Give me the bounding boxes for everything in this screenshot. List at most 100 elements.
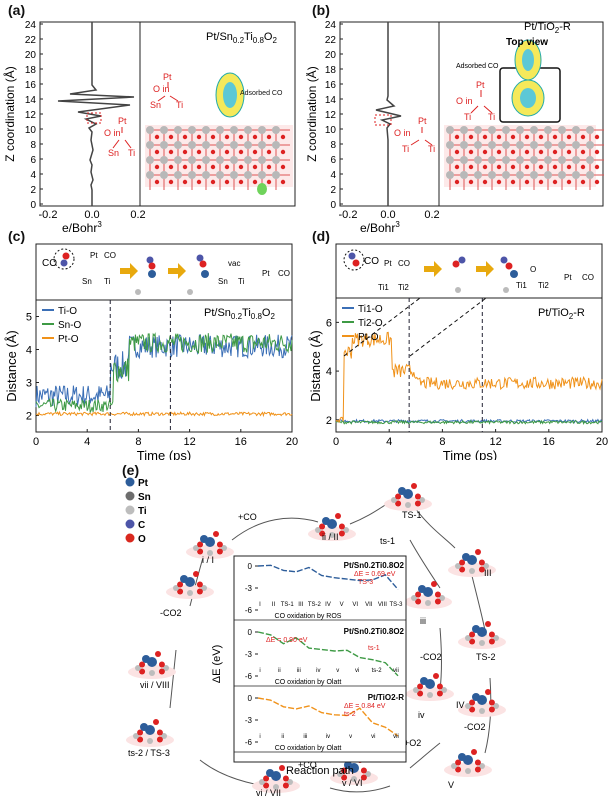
ti-atom (188, 141, 196, 149)
panel-e-energy-profiles: 0-3-6I II TS-1 III TS-2 IV V VI VII VIII TS-3Pt/Sn… (234, 561, 406, 753)
panel-c-schematic-labels: CO Pt CO Sn Ti vac Sn Ti Pt CO (42, 251, 290, 286)
ytick-label: 4 (26, 345, 32, 357)
ti-atom (544, 156, 552, 164)
o-atom (210, 149, 216, 155)
ti-atom (216, 171, 224, 179)
svg-text:Ti: Ti (104, 277, 111, 286)
o-atom (280, 179, 286, 185)
svg-text:Pt: Pt (262, 269, 270, 278)
ti-atom (216, 126, 224, 134)
o-atom (196, 149, 202, 155)
ti-atom (502, 126, 510, 134)
ti-atom (160, 141, 168, 149)
o-atom (580, 179, 586, 185)
ti-atom (502, 171, 510, 179)
panel-b-xlabel: e/Bohr3 (360, 220, 400, 232)
ti-atom (544, 126, 552, 134)
ti-atom (502, 156, 510, 164)
xtick-label: 20 (596, 436, 608, 448)
ytick-label: 5 (26, 312, 32, 324)
ti-atom (474, 171, 482, 179)
legend-label: Pt-O (358, 332, 379, 343)
xtick-label: 8 (439, 436, 445, 448)
xtick-label: 12 (489, 436, 501, 448)
ti-atom (146, 156, 154, 164)
svg-text:-0.2: -0.2 (39, 209, 58, 221)
o-atom (238, 134, 244, 140)
ti-atom (174, 156, 182, 164)
legend-label: Sn-O (58, 320, 82, 331)
ti-atom (202, 141, 210, 149)
energy-caption: CO oxidation by Olatt (275, 745, 342, 752)
energy-profile-2: 0-3-6i ii iii iv v vi ts-2 viiPt/Sn0.2Ti0.8O2ΔE… (234, 627, 406, 687)
energy-ts-label: ts-1 (368, 645, 380, 652)
ytick-label: 24 (325, 20, 337, 31)
energy-ytick: -6 (245, 606, 253, 615)
series-line-Pt-O (35, 410, 293, 418)
ti-atom (516, 156, 524, 164)
panel-c-legend: Ti-O Sn-O Pt-O (42, 306, 82, 345)
ytick-label: 3 (26, 378, 32, 390)
state-label: i (259, 668, 260, 674)
svg-text:Ti: Ti (176, 100, 183, 110)
o-atom (266, 149, 272, 155)
o-atom (538, 134, 544, 140)
ti-atom (244, 126, 252, 134)
o-atom (552, 164, 558, 170)
ti-atom (488, 141, 496, 149)
state-label: VIII (378, 602, 387, 608)
o-atom (154, 134, 160, 140)
svg-text:CO: CO (278, 269, 290, 278)
energy-curve (257, 697, 399, 737)
svg-text:ts-2 / TS-3: ts-2 / TS-3 (128, 748, 170, 758)
series-line-Pt-O (335, 331, 603, 424)
o-atom (594, 149, 600, 155)
o-atom (594, 179, 600, 185)
ytick-label: 22 (325, 35, 337, 46)
ti-atom (188, 126, 196, 134)
ytick-label: 2 (30, 185, 36, 196)
energy-caption: CO oxidation by ROS (275, 613, 342, 620)
o-atom (552, 179, 558, 185)
energy-barrier: ΔE = 0.90 eV (266, 637, 308, 644)
o-atom (510, 179, 516, 185)
svg-text:iv: iv (418, 710, 425, 720)
cluster-structure (308, 513, 356, 541)
cluster-structure (128, 651, 176, 679)
xtick-label: 4 (386, 436, 392, 448)
ti-atom (446, 156, 454, 164)
svg-text:CO: CO (364, 256, 379, 267)
state-label: i (259, 734, 260, 740)
cluster-structure (404, 581, 452, 609)
ytick-label: 16 (325, 80, 337, 91)
o-atom (566, 134, 572, 140)
ti-atom (174, 171, 182, 179)
state-label: ts-2 (372, 668, 383, 674)
energy-barrier: ΔE = 0.84 eV (344, 703, 386, 710)
o-atom (524, 149, 530, 155)
ti-atom (230, 126, 238, 134)
svg-text:CO: CO (104, 251, 116, 260)
xtick-label: 12 (183, 436, 195, 448)
svg-text:Ti: Ti (238, 277, 245, 286)
o-atom (538, 164, 544, 170)
svg-text:+CO: +CO (298, 760, 317, 770)
panel-a-ylabel: Z coordination (Å) (2, 66, 17, 161)
energy-title: Pt/Sn0.2Ti0.8O2 (344, 627, 405, 636)
legend-atom-Ti (125, 505, 135, 515)
ytick-label: 2 (26, 411, 32, 423)
state-label: iii (303, 734, 307, 740)
o-atom (566, 179, 572, 185)
svg-text:ii / II: ii / II (322, 532, 339, 542)
ti-atom (202, 126, 210, 134)
ti-atom (502, 141, 510, 149)
ti-atom (474, 126, 482, 134)
o-atom (594, 164, 600, 170)
o-atom (510, 149, 516, 155)
panel-b-molecule-2: Pt O in Ti Ti (394, 116, 435, 154)
legend-label: Ti2-O (358, 318, 383, 329)
o-atom (524, 164, 530, 170)
state-label: iv (316, 668, 320, 674)
